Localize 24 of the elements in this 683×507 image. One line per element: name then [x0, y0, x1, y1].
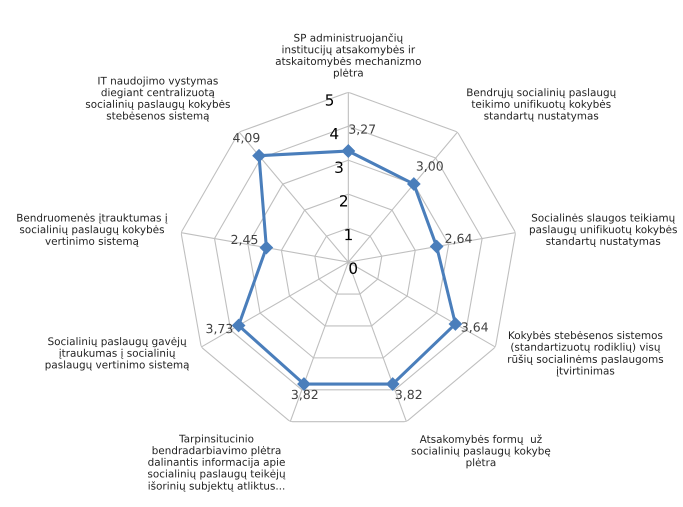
data-label: 3,82	[292, 390, 318, 400]
data-label: 2,64	[446, 234, 472, 244]
data-label: 3,64	[462, 322, 488, 334]
y-tick-label: 1	[345, 228, 352, 240]
y-tick-label: 4	[330, 128, 338, 140]
spoke-label: Socialinės slaugos teikiamų paslaugų unifikuotų kokybės standartų nustatymas	[530, 214, 677, 247]
spoke-label: SP administruojančių institucijų atsakomybės ir atskaitomybės mechanizmo plėtra	[276, 33, 421, 79]
y-tick-label: 2	[340, 195, 348, 206]
spoke-label: Tarpinsitucinio bendradarbiavimo plėtra dalinantis informacija apie socialinių paslaugų teikėjų išorinių subjektų atliktus...	[148, 434, 286, 492]
data-label: 3,82	[396, 390, 422, 400]
y-tick-label: 3	[335, 161, 343, 174]
data-label: 3,27	[349, 124, 376, 136]
y-tick-label: 0	[349, 262, 358, 274]
data-label: 3,73	[206, 324, 232, 335]
spoke-label: Atsakomybės formų už socialinių paslaugų kokybę plėtra	[412, 434, 550, 468]
data-label: 4,09	[233, 132, 260, 144]
data-label: 3,00	[416, 161, 443, 172]
y-tick-label: 5	[326, 94, 334, 106]
spoke-label: Bendruomenės įtrauktumas į socialinių paslaugų kokybės vertinimo sistemą	[17, 214, 168, 247]
spoke-label: IT naudojimo vystymas diegiant centralizuotą socialinių paslaugų kokybės stebėsenos sistemą	[86, 76, 230, 122]
spoke-label: Socialinių paslaugų gavėjų įtraukumas į socialinių paslaugų vertinimo sistemą	[46, 337, 189, 371]
spoke-label: Bendrųjų socialinių paslaugų teikimo unifikuotų kokybės standartų nustatymas	[467, 88, 616, 122]
data-label: 2,45	[231, 234, 258, 246]
spoke-label: Kokybės stebėsenos sistemos (standartizuotų rodiklių) visų rūšių socialinėms paslaugoms įtvirtinimas	[508, 331, 664, 376]
